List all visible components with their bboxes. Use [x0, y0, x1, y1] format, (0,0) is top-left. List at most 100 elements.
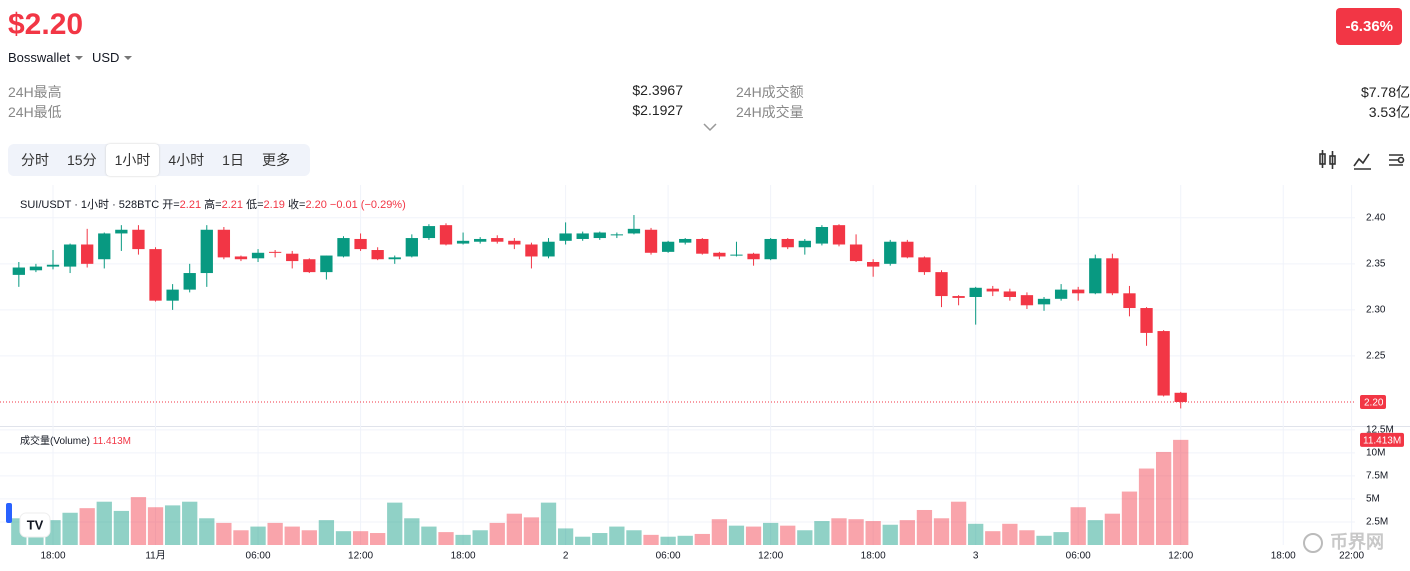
- volume-bar: [985, 531, 1001, 545]
- volume-bar: [1087, 520, 1103, 545]
- volume-bar: [301, 530, 317, 545]
- stat-label: 24H成交额: [736, 84, 804, 100]
- candle-body: [1157, 331, 1170, 396]
- interval-tab[interactable]: 15分: [67, 152, 97, 168]
- candle-body: [81, 244, 94, 264]
- volume-bar: [694, 533, 710, 545]
- candle-body: [149, 249, 162, 301]
- interval-tab[interactable]: 1日: [222, 152, 244, 168]
- candle-body: [610, 234, 624, 236]
- x-tick-label: 06:00: [1066, 551, 1091, 562]
- volume-bar: [762, 522, 779, 545]
- candle-body: [576, 233, 589, 239]
- volume-bar: [182, 501, 198, 545]
- volume-bar: [557, 528, 574, 545]
- candle-body: [63, 244, 77, 267]
- volume-bar: [79, 508, 95, 545]
- volume-bar: [233, 530, 249, 545]
- candle-body: [29, 266, 43, 271]
- candle-body: [286, 253, 299, 262]
- candle-body: [542, 241, 555, 257]
- currency-select[interactable]: USD: [92, 50, 132, 65]
- volume-bar: [968, 523, 984, 545]
- volume-bar: [643, 534, 659, 545]
- stat-label: 24H最高: [8, 84, 62, 100]
- candle-body: [747, 253, 760, 260]
- volume-bar: [455, 534, 471, 545]
- candle-body: [935, 272, 948, 297]
- volume-bar: [848, 519, 864, 545]
- volume-bar: [950, 501, 967, 545]
- source-select[interactable]: Bosswallet: [8, 50, 83, 65]
- volume-bar: [523, 517, 540, 545]
- legend-field-value: 2.21: [222, 199, 243, 211]
- candle-body: [388, 257, 401, 260]
- candle-body: [12, 267, 25, 275]
- candle-body: [439, 225, 453, 245]
- y-tick-label: 2.40: [1366, 212, 1386, 223]
- volume-bar: [575, 536, 591, 545]
- candle-body: [1054, 289, 1068, 299]
- candle-body: [508, 240, 521, 245]
- indicator-icon[interactable]: [1353, 153, 1370, 167]
- settings-icon[interactable]: [1389, 154, 1403, 166]
- x-tick-label: 18:00: [451, 551, 476, 562]
- candle-body: [1089, 258, 1102, 294]
- candle-body: [815, 226, 829, 244]
- candle-body: [867, 261, 880, 267]
- last-volume-box: [1360, 432, 1404, 447]
- volume-bar: [865, 521, 881, 545]
- volume-bar: [506, 513, 522, 545]
- candle-body: [1037, 298, 1051, 305]
- legend-field-label: 高=: [204, 197, 221, 211]
- volume-bar: [745, 526, 762, 545]
- volume-value: 11.413M: [93, 436, 131, 447]
- candle-body: [1072, 289, 1085, 294]
- candle-body: [525, 244, 538, 257]
- candle-body: [781, 238, 794, 248]
- candle-body: [1174, 392, 1187, 402]
- candle-body: [1106, 258, 1119, 294]
- candle-body: [764, 238, 777, 260]
- candle-body: [234, 256, 248, 260]
- candle-body: [986, 288, 999, 292]
- interval-tab[interactable]: 更多: [261, 152, 290, 168]
- watermark: 币界网: [1330, 532, 1384, 552]
- candle-body: [183, 273, 196, 290]
- interval-tab[interactable]: 1小时: [105, 144, 160, 176]
- toolbar-icons: [1319, 150, 1405, 170]
- volume-bar: [711, 519, 728, 545]
- x-tick-label: 2: [563, 551, 569, 562]
- candle-body: [115, 229, 128, 234]
- legend-field-label: 开=: [162, 199, 179, 211]
- expand-chevron[interactable]: [702, 122, 718, 132]
- volume-name: 成交量(Volume): [20, 434, 90, 447]
- interval-tab[interactable]: 分时: [21, 152, 49, 168]
- volume-bar: [1173, 439, 1189, 545]
- x-tick-label: 3: [973, 551, 979, 562]
- volume-bar: [933, 518, 950, 545]
- volume-bar: [882, 524, 898, 545]
- candle-body: [730, 254, 743, 256]
- y-tick-label: 2.5M: [1366, 517, 1388, 528]
- interval-tab[interactable]: 4小时: [168, 152, 205, 168]
- candle-body: [593, 232, 606, 239]
- candle-body: [132, 229, 145, 250]
- volume-bar: [216, 522, 232, 545]
- volume-bar: [660, 536, 676, 545]
- candle-body: [918, 257, 931, 273]
- volume-bar: [831, 518, 847, 545]
- candle-body: [217, 229, 231, 258]
- volume-bar: [1019, 530, 1035, 545]
- stat-value: 3.53亿: [1368, 104, 1410, 120]
- side-tab: [6, 503, 12, 523]
- legend-field-value: 2.21: [180, 199, 201, 211]
- volume-bar: [267, 522, 283, 545]
- volume-bar: [472, 530, 488, 545]
- legend-field-label: 低=: [246, 198, 263, 211]
- y-tick-label: 10M: [1366, 448, 1385, 459]
- legend-field-value: 2.19: [264, 199, 285, 211]
- volume-bar: [1002, 523, 1018, 545]
- y-tick-label: 5M: [1366, 494, 1380, 505]
- volume-bar: [626, 530, 642, 545]
